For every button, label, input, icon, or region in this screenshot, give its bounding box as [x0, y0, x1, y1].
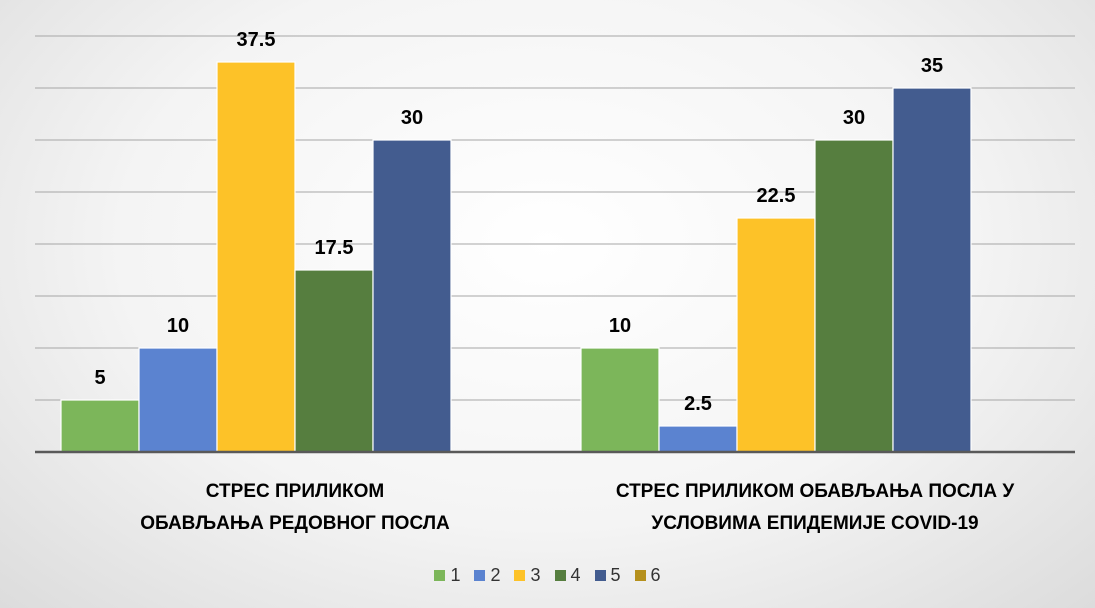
- data-label: 35: [921, 55, 943, 77]
- legend-swatch: [594, 570, 606, 581]
- data-label: 5: [94, 367, 105, 389]
- bar: [736, 217, 816, 453]
- x-tick-label: СТРЕС ПРИЛИКОМ ОБАВЉАЊА РЕДОВНОГ ПОСЛА: [140, 481, 450, 534]
- bar: [580, 347, 660, 453]
- data-label: 10: [609, 315, 631, 337]
- legend-label: 4: [570, 565, 581, 585]
- data-label: 30: [843, 107, 865, 129]
- legend-swatch: [474, 570, 486, 581]
- bar: [138, 347, 218, 453]
- legend-swatch: [634, 570, 646, 581]
- data-label: 37.5: [237, 29, 276, 51]
- bar: [216, 61, 296, 453]
- data-label: 10: [167, 315, 189, 337]
- bar: [294, 269, 374, 453]
- legend-label: 5: [610, 565, 621, 585]
- bar: [814, 139, 894, 453]
- data-label: 30: [401, 107, 423, 129]
- legend-label: 3: [530, 565, 541, 585]
- legend-label: 1: [450, 565, 461, 585]
- legend-item: 1: [434, 565, 460, 586]
- legend-swatch: [554, 570, 566, 581]
- legend-label: 6: [650, 565, 661, 585]
- legend-swatch: [434, 570, 446, 581]
- bar: [372, 139, 452, 453]
- legend-label: 2: [490, 565, 501, 585]
- legend-item: 6: [634, 565, 661, 586]
- bar: [892, 87, 972, 453]
- legend-item: 2: [474, 565, 500, 586]
- legend: 1 2 3 4 5 6: [0, 565, 1095, 586]
- data-label: 17.5: [315, 237, 354, 259]
- legend-swatch: [514, 570, 526, 581]
- legend-item: 3: [514, 565, 541, 586]
- bar: [60, 399, 140, 453]
- x-tick-label: СТРЕС ПРИЛИКОМ ОБАВЉАЊА ПОСЛА У УСЛОВИМА…: [615, 481, 1015, 534]
- legend-item: 4: [554, 565, 581, 586]
- legend-item: 5: [594, 565, 621, 586]
- data-label: 2.5: [684, 393, 712, 415]
- data-label: 22.5: [757, 185, 796, 207]
- bar: [658, 425, 738, 453]
